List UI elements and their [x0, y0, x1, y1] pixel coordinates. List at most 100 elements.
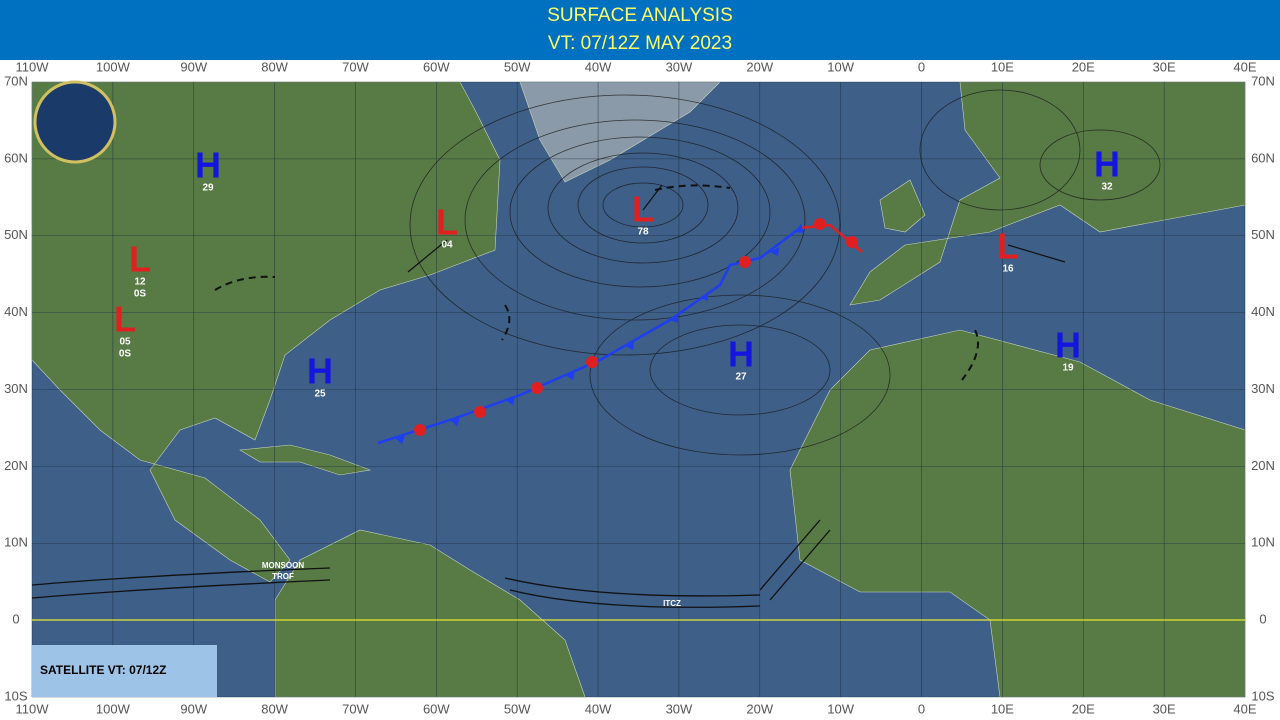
pressure-center: L: [129, 239, 151, 280]
longitude-label: 50W: [504, 701, 531, 716]
pressure-value: 0S: [134, 289, 147, 300]
longitude-label: 60W: [423, 59, 450, 74]
pressure-value: 05: [119, 337, 131, 348]
latitude-label: 40N: [1251, 304, 1275, 319]
longitude-label: 20W: [746, 701, 773, 716]
trough: [961, 329, 979, 381]
longitude-label: 20E: [1072, 701, 1095, 716]
itcz-label: ITCZ: [663, 599, 681, 608]
pressure-center: L: [997, 226, 1019, 267]
latitude-label: 0: [12, 612, 19, 627]
latitude-label: 60N: [1251, 150, 1275, 165]
pressure-center: L: [114, 299, 136, 340]
land: [31, 81, 1246, 698]
warm-front-symbols: [414, 218, 858, 436]
pressure-value: 29: [202, 183, 214, 194]
longitude-label: 60W: [423, 701, 450, 716]
latitude-label: 10N: [1251, 535, 1275, 550]
longitude-label: 100W: [96, 59, 131, 74]
latitude-label: 10S: [4, 688, 27, 703]
longitude-label: 30W: [666, 701, 693, 716]
pressure-center: H: [307, 351, 333, 392]
logo: [33, 80, 117, 164]
pressure-center: H: [728, 334, 754, 375]
latitude-label: 70N: [4, 73, 28, 88]
pressure-value: 04: [441, 240, 453, 251]
longitude-label: 30E: [1153, 701, 1176, 716]
longitude-label: 40W: [585, 59, 612, 74]
cold-front-symbols: [395, 224, 804, 444]
longitude-label: 110W: [16, 59, 50, 74]
latitude-label: 60N: [4, 150, 28, 165]
longitude-label: 100W: [96, 701, 131, 716]
pressure-value: 25: [314, 389, 326, 400]
header-bar: [0, 0, 1280, 60]
latitude-label: 70N: [1251, 73, 1275, 88]
pressure-value: 32: [1101, 182, 1113, 193]
longitude-label: 10E: [991, 701, 1014, 716]
longitude-label: 30E: [1153, 59, 1176, 74]
pressure-value: 27: [735, 372, 747, 383]
latitude-label: 10N: [4, 535, 28, 550]
pressure-value: 19: [1062, 363, 1074, 374]
longitude-label: 10E: [991, 59, 1014, 74]
longitude-label: 10W: [827, 59, 854, 74]
pressure-center: H: [1094, 144, 1120, 185]
latitude-label: 0: [1259, 612, 1266, 627]
header-title: SURFACE ANALYSIS: [547, 5, 733, 26]
trough: [654, 184, 731, 191]
longitude-label: 80W: [261, 701, 288, 716]
pressure-value: 78: [637, 227, 649, 238]
satellite-time: SATELLITE VT: 07/12Z: [40, 663, 166, 677]
caribbean: [239, 444, 372, 476]
track-arrows: [407, 184, 1066, 273]
british-isles: [879, 179, 926, 233]
latitude-label: 40N: [4, 304, 28, 319]
longitude-label: 0: [918, 59, 925, 74]
longitude-label: 90W: [180, 701, 207, 716]
longitude-label: 70W: [342, 59, 369, 74]
latitude-label: 20N: [1251, 458, 1275, 473]
longitude-label: 80W: [261, 59, 288, 74]
header-valid-time: VT: 07/12Z MAY 2023: [548, 33, 732, 54]
longitude-label: 0: [918, 701, 925, 716]
pressure-value: 12: [134, 277, 146, 288]
trough: [214, 275, 276, 291]
map-area: MONSOON TROF ITCZ H29L04L78H32L120SL050S…: [31, 80, 1246, 698]
pressure-center: L: [436, 202, 458, 243]
pressure-center: H: [195, 145, 221, 186]
longitude-label: 110W: [16, 701, 50, 716]
coordinate-labels: 110W 110W 100W 100W 90W 90W 80W 80W 70W 70W 60W 60W…: [4, 59, 1275, 716]
latitude-label: 30N: [4, 381, 28, 396]
isobars: [409, 89, 1161, 456]
pressure-center: H: [1055, 325, 1081, 366]
latitude-label: 50N: [1251, 227, 1275, 242]
longitude-label: 70W: [342, 701, 369, 716]
longitude-label: 40E: [1233, 701, 1256, 716]
longitude-label: 20W: [746, 59, 773, 74]
latitude-label: 30N: [1251, 381, 1275, 396]
satellite-box: [32, 645, 217, 697]
longitude-label: 30W: [666, 59, 693, 74]
latitude-label: 50N: [4, 227, 28, 242]
north-america: [31, 81, 501, 583]
longitude-label: 90W: [180, 59, 207, 74]
longitude-label: 50W: [504, 59, 531, 74]
pressure-value: 0S: [119, 349, 132, 360]
latitude-label: 20N: [4, 458, 28, 473]
longitude-label: 10W: [827, 701, 854, 716]
latitude-label: 10S: [1251, 688, 1274, 703]
fronts: [214, 184, 1066, 445]
pressure-value: 16: [1002, 264, 1014, 275]
trough: [501, 304, 511, 341]
pressure-center: L: [632, 189, 654, 230]
longitude-label: 20E: [1072, 59, 1095, 74]
longitude-label: 40E: [1233, 59, 1256, 74]
monsoon-label: MONSOON: [262, 561, 304, 570]
monsoon-label: TROF: [272, 572, 294, 581]
convergence-zones: [31, 519, 831, 608]
longitude-label: 40W: [585, 701, 612, 716]
